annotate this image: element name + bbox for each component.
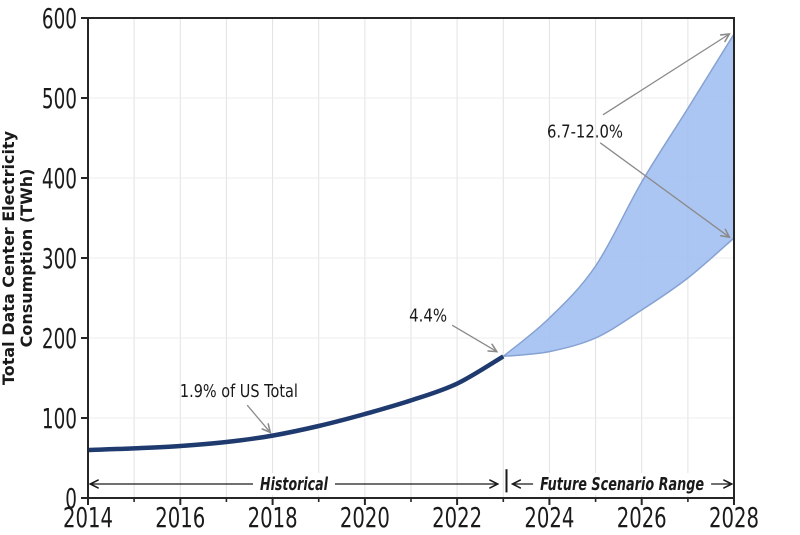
y-tick-label: 300	[42, 242, 77, 275]
x-tick-label: 2028	[709, 501, 759, 534]
historical-range-label: Historical	[260, 475, 329, 495]
annotation-arrow	[246, 404, 270, 432]
annotation-arrow	[599, 142, 729, 237]
axes: 2014 2016 2018 2020 2022 2024 2026 2028 0 100 200 3…	[42, 2, 759, 534]
y-tick-label: 600	[42, 2, 77, 35]
future-scenario-band	[502, 33, 735, 358]
y-tick-label: 500	[42, 82, 77, 115]
future-range-label: Future Scenario Range	[540, 475, 704, 495]
annotation-0: 1.9% of US Total	[180, 381, 298, 433]
y-tick-label: 200	[42, 322, 77, 355]
historical-line	[87, 354, 505, 453]
future-range: Future Scenario Range	[513, 473, 732, 495]
x-tick-label: 2016	[155, 501, 205, 534]
x-tick-label: 2018	[248, 501, 298, 534]
annotation-2: 6.7-12.0%	[547, 34, 729, 237]
annotation-text: 6.7-12.0%	[547, 122, 623, 143]
annotation-arrow	[451, 324, 497, 351]
annotation-arrow	[602, 34, 729, 116]
historical-range: Historical	[90, 473, 497, 495]
x-tick-label: 2014	[63, 501, 113, 534]
y-tick-label: 400	[42, 162, 77, 195]
y-axis-label: Total Data Center ElectricityConsumption…	[0, 130, 36, 385]
x-tick-label: 2026	[617, 501, 667, 534]
annotation-1: 4.4%	[409, 306, 497, 352]
x-tick-label: 2020	[340, 501, 390, 534]
x-tick-label: 2022	[432, 501, 482, 534]
x-tick-label: 2024	[524, 501, 574, 534]
annotation-text: 4.4%	[409, 306, 447, 327]
annotation-text: 1.9% of US Total	[180, 381, 298, 402]
future-range-label-mask	[533, 473, 712, 495]
y-tick-label: 100	[42, 402, 77, 435]
y-tick-label: 0	[65, 482, 77, 515]
historical-range-label-mask	[253, 473, 335, 495]
